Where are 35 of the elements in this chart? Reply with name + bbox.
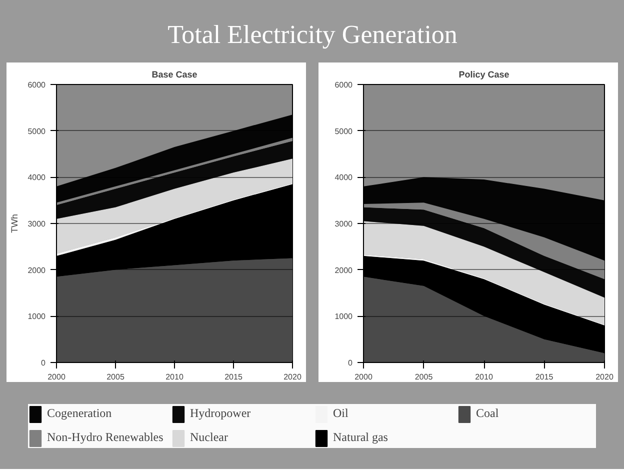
y-tick-label: 2000 [28,266,46,275]
y-tick-label: 2000 [334,266,354,275]
x-tick-label: 2015 [224,372,243,382]
x-tick-label: 2020 [284,372,302,382]
y-tick-label: 3000 [28,220,46,228]
y-tick-label: 6000 [28,80,46,90]
legend-label: Oil [333,406,350,421]
y-tick-label: 6000 [334,80,354,90]
x-tick-label: 2005 [414,372,434,382]
y-tick-label: 5000 [334,126,354,136]
y-tick-label: 0 [41,358,46,368]
x-tick-label: 2000 [354,372,373,382]
y-tick-label: 4000 [28,173,46,182]
legend-label: Cogeneration [47,406,113,421]
x-tick-label: 2000 [48,372,66,382]
legend-label: Coal [476,406,500,421]
x-tick-label: 2015 [535,372,554,382]
y-tick-label: 3000 [334,220,354,228]
legend-label: Hydropower [190,406,252,421]
chart-subtitle: Base Case [152,70,198,80]
x-tick-label: 2005 [106,372,125,382]
x-tick-label: 2020 [596,372,614,382]
y-tick-label: 1000 [28,312,46,322]
legend-label: Non-Hydro Renewables [47,430,164,445]
y-tick-label: 1000 [334,312,354,322]
y-tick-label: 4000 [334,173,354,182]
x-tick-label: 2010 [166,372,184,382]
legend-label: Natural gas [333,430,389,445]
chart-title: Total Electricity Generation [168,20,458,50]
x-tick-label: 2010 [475,372,494,382]
y-tick-label: 0 [348,358,354,368]
y-axis-title: TWh [10,214,20,233]
y-tick-label: 5000 [28,126,46,136]
legend-label: Nuclear [190,430,229,445]
chart-subtitle: Policy Case [458,70,510,80]
